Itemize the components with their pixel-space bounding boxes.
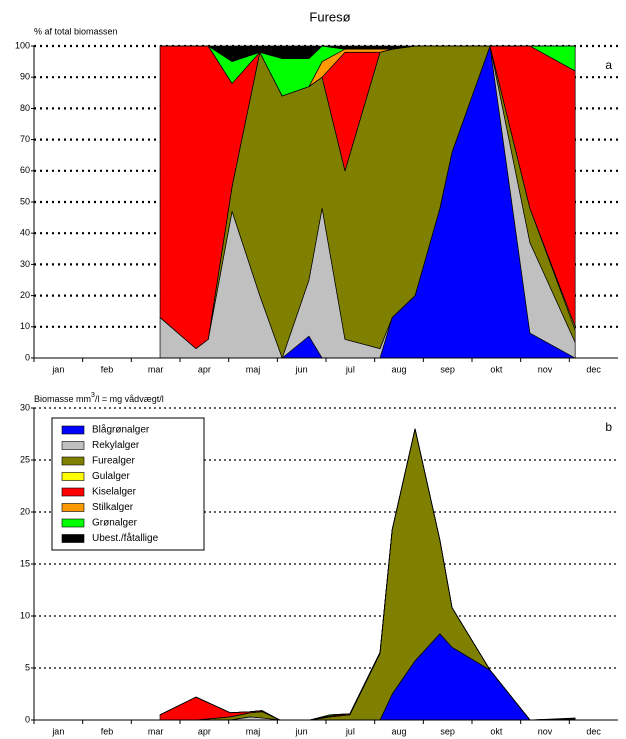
legend-swatch xyxy=(61,503,85,512)
y-axis-label: Biomasse mm3/l = mg vådvægt/l xyxy=(34,392,164,405)
legend-label: Blågrønalger xyxy=(92,424,150,436)
x-tick-label: feb xyxy=(101,364,114,374)
y-tick-label: 25 xyxy=(20,454,30,464)
area xyxy=(159,45,576,62)
x-tick-label: nov xyxy=(538,726,553,736)
y-tick-label: 70 xyxy=(20,134,30,144)
y-tick-label: 60 xyxy=(20,165,30,175)
x-tick-label: apr xyxy=(198,364,211,374)
y-tick-label: 0 xyxy=(25,352,30,362)
x-tick-label: jul xyxy=(345,364,355,374)
x-tick-label: mar xyxy=(148,364,164,374)
y-tick-label: 0 xyxy=(25,714,30,724)
y-tick-label: 40 xyxy=(20,228,30,238)
panel-label: a xyxy=(605,58,612,72)
y-axis-label-part: Biomasse mm xyxy=(34,394,91,404)
legend-label: Kiselalger xyxy=(92,487,137,498)
legend-label: Gulalger xyxy=(92,471,130,482)
legend-swatch xyxy=(61,487,85,497)
x-tick-label: maj xyxy=(246,364,261,374)
x-tick-label: apr xyxy=(198,726,211,736)
x-tick-label: jan xyxy=(51,726,64,736)
legend-swatch xyxy=(61,456,85,466)
y-tick-label: 30 xyxy=(20,259,30,269)
legend-swatch xyxy=(61,518,85,528)
x-tick-label: sep xyxy=(440,364,455,374)
legend-label: Stilkalger xyxy=(92,502,134,513)
area xyxy=(159,428,576,721)
legend-swatch xyxy=(61,472,85,481)
x-tick-label: jul xyxy=(345,726,355,736)
legend-swatch xyxy=(61,441,85,450)
area xyxy=(159,428,576,721)
y-tick-label: 90 xyxy=(20,72,30,82)
x-tick-label: aug xyxy=(391,364,406,374)
y-axis-label-part: /l = mg vådvægt/l xyxy=(95,394,164,404)
legend-box xyxy=(51,417,205,551)
y-axis-label-sup: 3 xyxy=(91,392,95,399)
area xyxy=(159,428,576,721)
chart-title: Furesø xyxy=(309,9,350,24)
legend-label: Rekylalger xyxy=(92,440,140,451)
x-tick-label: okt xyxy=(490,364,503,374)
y-tick-label: 20 xyxy=(20,290,30,300)
y-tick-label: 50 xyxy=(20,196,30,206)
panel-label: b xyxy=(605,420,612,434)
legend-label: Grønalger xyxy=(92,518,138,529)
x-tick-label: jan xyxy=(51,364,64,374)
y-tick-label: 10 xyxy=(20,321,30,331)
y-tick-label: 100 xyxy=(15,40,30,50)
y-tick-label: 15 xyxy=(20,558,30,568)
area xyxy=(159,428,576,721)
x-tick-label: dec xyxy=(586,364,601,374)
y-axis-label: % af total biomassen xyxy=(34,26,118,36)
y-tick-label: 20 xyxy=(20,506,30,516)
area xyxy=(159,428,576,721)
x-tick-label: aug xyxy=(391,726,406,736)
y-tick-label: 30 xyxy=(20,402,30,412)
legend-label: Furealger xyxy=(92,456,135,467)
area xyxy=(159,428,576,721)
y-tick-label: 10 xyxy=(20,610,30,620)
x-tick-label: sep xyxy=(440,726,455,736)
legend-swatch xyxy=(61,425,85,435)
legend-swatch xyxy=(61,534,85,543)
y-tick-label: 5 xyxy=(25,662,30,672)
x-tick-label: dec xyxy=(586,726,601,736)
legend-label: Ubest./fåtallige xyxy=(92,532,159,544)
y-tick-label: 80 xyxy=(20,103,30,113)
x-tick-label: feb xyxy=(101,726,114,736)
x-tick-label: mar xyxy=(148,726,164,736)
x-tick-label: jun xyxy=(295,726,308,736)
x-tick-label: okt xyxy=(490,726,503,736)
x-tick-label: maj xyxy=(246,726,261,736)
x-tick-label: nov xyxy=(538,364,553,374)
x-tick-label: jun xyxy=(295,364,308,374)
